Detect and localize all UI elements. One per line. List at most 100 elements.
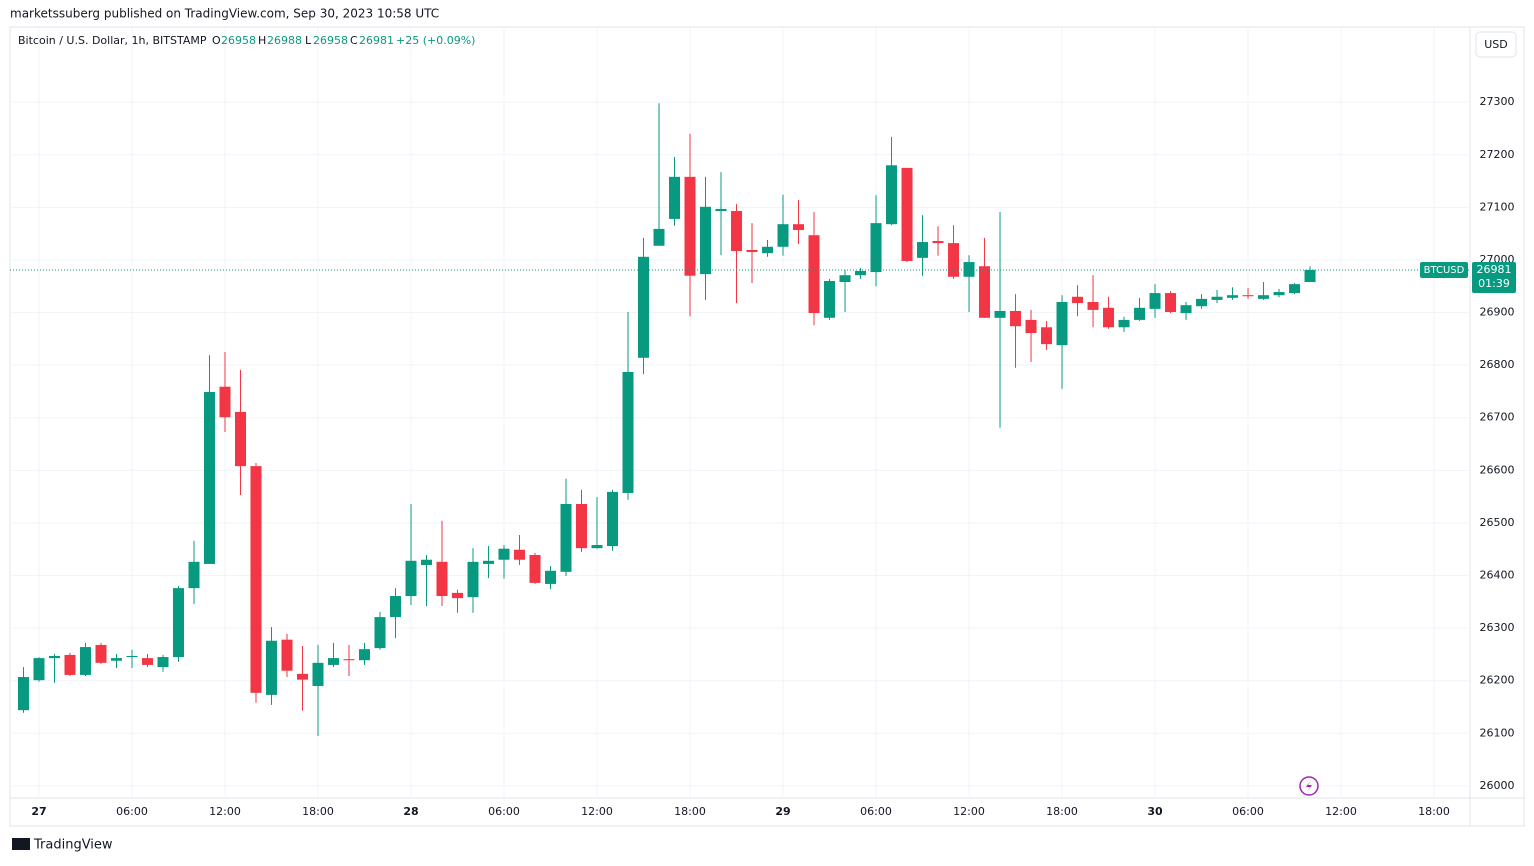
candle-body bbox=[1273, 292, 1285, 296]
candle-body bbox=[296, 673, 308, 680]
candle-body bbox=[421, 559, 433, 566]
candle-body bbox=[979, 266, 991, 318]
published-note: marketssuberg published on TradingView.c… bbox=[10, 7, 439, 21]
candle-body bbox=[1041, 327, 1053, 345]
x-tick-label: 12:00 bbox=[953, 805, 985, 818]
candle-body bbox=[886, 165, 898, 225]
price-tag-value: 26981 bbox=[1477, 263, 1512, 276]
currency-button[interactable] bbox=[1475, 31, 1517, 58]
candle-body bbox=[250, 466, 262, 693]
candle-body bbox=[808, 235, 820, 314]
y-tick-label: 26700 bbox=[1480, 411, 1515, 424]
candle-body bbox=[1087, 302, 1099, 310]
chart-frame bbox=[9, 26, 1525, 827]
candle-body bbox=[901, 167, 913, 261]
candle-body bbox=[203, 391, 215, 564]
candle-body bbox=[358, 649, 370, 661]
candle-body bbox=[870, 223, 882, 273]
y-tick-label: 27200 bbox=[1480, 148, 1515, 161]
legend-value: 26988 bbox=[267, 34, 302, 47]
candle-body bbox=[219, 386, 231, 418]
candle-body bbox=[64, 654, 76, 675]
candle-body bbox=[700, 206, 712, 275]
candle-body bbox=[483, 560, 495, 564]
legend-label: L bbox=[305, 34, 312, 47]
legend-label: C bbox=[350, 34, 358, 47]
y-tick-label: 26100 bbox=[1480, 726, 1515, 739]
currency-label: USD bbox=[1484, 38, 1508, 51]
candle-body bbox=[1149, 293, 1161, 309]
candle-body bbox=[1118, 319, 1130, 328]
price-tag-countdown: 01:39 bbox=[1478, 277, 1510, 290]
candle-body bbox=[265, 640, 277, 695]
legend-value: 26981 bbox=[359, 34, 394, 47]
candle-body bbox=[576, 503, 588, 549]
candle-body bbox=[467, 561, 479, 598]
candle-body bbox=[281, 639, 293, 671]
x-tick-label: 18:00 bbox=[1418, 805, 1450, 818]
candle-body bbox=[1010, 310, 1022, 327]
candle-body bbox=[17, 677, 29, 711]
legend-change: +25 (+0.09%) bbox=[396, 34, 475, 47]
price-tag bbox=[1472, 261, 1516, 293]
y-tick-label: 27300 bbox=[1480, 95, 1515, 108]
candle-body bbox=[932, 241, 944, 244]
candle-body bbox=[234, 411, 246, 467]
legend-label: H bbox=[258, 34, 266, 47]
candle-body bbox=[1180, 305, 1192, 314]
candle-body bbox=[141, 658, 153, 665]
candle-body bbox=[622, 371, 634, 493]
y-tick-label: 26000 bbox=[1480, 779, 1515, 792]
y-tick-label: 26600 bbox=[1480, 463, 1515, 476]
candle-body bbox=[715, 208, 727, 212]
candle-body bbox=[48, 655, 60, 659]
candle-body bbox=[762, 246, 774, 254]
candle-body bbox=[1134, 307, 1146, 320]
symbol-tag bbox=[1420, 261, 1468, 278]
x-tick-label: 06:00 bbox=[1232, 805, 1264, 818]
y-tick-label: 26900 bbox=[1480, 306, 1515, 319]
legend-value: 26958 bbox=[313, 34, 348, 47]
legend-label: O bbox=[212, 34, 221, 47]
candle-body bbox=[389, 596, 401, 618]
candle-body bbox=[591, 545, 603, 549]
x-tick-label: 12:00 bbox=[581, 805, 613, 818]
candle-body bbox=[793, 224, 805, 230]
candle-body bbox=[327, 658, 339, 665]
candle-body bbox=[95, 644, 107, 663]
candle-body bbox=[452, 592, 464, 599]
candle-body bbox=[669, 176, 681, 219]
candle-body bbox=[79, 647, 91, 675]
candle-body bbox=[746, 249, 758, 253]
x-tick-label: 30 bbox=[1147, 805, 1163, 818]
brand-logo bbox=[12, 838, 30, 850]
candle-body bbox=[529, 555, 541, 583]
alert-icon[interactable] bbox=[1299, 776, 1319, 796]
x-tick-label: 28 bbox=[403, 805, 418, 818]
candle-body bbox=[1165, 293, 1177, 313]
candle-body bbox=[731, 211, 743, 252]
candle-body bbox=[157, 657, 169, 668]
symbol-title: Bitcoin / U.S. Dollar, 1h, BITSTAMP bbox=[18, 34, 207, 47]
x-tick-label: 18:00 bbox=[674, 805, 706, 818]
x-tick-label: 06:00 bbox=[488, 805, 520, 818]
y-tick-label: 26400 bbox=[1480, 569, 1515, 582]
candle-body bbox=[560, 503, 572, 572]
candle-body bbox=[545, 570, 557, 584]
x-tick-label: 29 bbox=[775, 805, 790, 818]
candle-body bbox=[33, 658, 45, 681]
x-tick-label: 12:00 bbox=[1325, 805, 1357, 818]
candle-body bbox=[343, 659, 355, 661]
candle-body bbox=[653, 228, 665, 246]
candle-body bbox=[172, 588, 184, 658]
candle-body bbox=[994, 310, 1006, 318]
candle-body bbox=[188, 561, 200, 589]
candle-body bbox=[855, 270, 867, 276]
candle-body bbox=[1196, 298, 1208, 307]
candle-body bbox=[1025, 319, 1037, 334]
candle-body bbox=[948, 243, 960, 277]
candle-body bbox=[1211, 296, 1223, 300]
y-tick-label: 26500 bbox=[1480, 516, 1515, 529]
candle-body bbox=[824, 280, 836, 318]
